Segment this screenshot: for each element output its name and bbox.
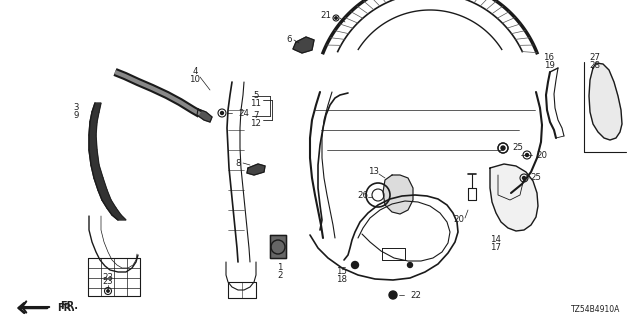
Text: 1: 1 bbox=[277, 263, 283, 273]
Text: 8: 8 bbox=[236, 158, 241, 167]
Text: 7: 7 bbox=[253, 111, 259, 121]
Text: 12: 12 bbox=[250, 119, 262, 129]
Polygon shape bbox=[247, 164, 265, 175]
Polygon shape bbox=[89, 150, 99, 165]
Text: 18: 18 bbox=[337, 276, 348, 284]
Polygon shape bbox=[98, 190, 111, 200]
Polygon shape bbox=[197, 109, 212, 122]
Text: 20: 20 bbox=[536, 150, 547, 159]
Circle shape bbox=[389, 291, 397, 299]
Text: FR.: FR. bbox=[57, 303, 75, 313]
Polygon shape bbox=[383, 175, 413, 214]
Polygon shape bbox=[89, 135, 97, 150]
Polygon shape bbox=[490, 164, 538, 231]
Text: 14: 14 bbox=[490, 236, 501, 244]
Text: 10: 10 bbox=[189, 76, 200, 84]
Circle shape bbox=[221, 111, 223, 115]
Circle shape bbox=[408, 262, 413, 268]
Circle shape bbox=[335, 17, 337, 19]
Circle shape bbox=[522, 177, 525, 180]
Text: 3: 3 bbox=[73, 103, 79, 113]
Text: FR.: FR. bbox=[60, 301, 78, 311]
Text: 2: 2 bbox=[277, 271, 283, 281]
Circle shape bbox=[107, 290, 109, 292]
Text: 28: 28 bbox=[589, 60, 600, 69]
Text: 22: 22 bbox=[410, 291, 421, 300]
Polygon shape bbox=[270, 235, 286, 258]
Polygon shape bbox=[107, 208, 121, 215]
Polygon shape bbox=[90, 112, 99, 122]
Text: 16: 16 bbox=[543, 52, 554, 61]
Text: 26: 26 bbox=[358, 190, 369, 199]
Text: 15: 15 bbox=[337, 268, 348, 276]
Text: 25: 25 bbox=[530, 173, 541, 182]
Polygon shape bbox=[91, 165, 103, 178]
Text: 27: 27 bbox=[589, 52, 600, 61]
Text: 11: 11 bbox=[250, 100, 262, 108]
Polygon shape bbox=[112, 215, 126, 220]
Text: 17: 17 bbox=[490, 244, 501, 252]
Text: 4: 4 bbox=[192, 68, 198, 76]
Circle shape bbox=[525, 154, 529, 156]
Polygon shape bbox=[293, 37, 314, 53]
Text: 13: 13 bbox=[369, 167, 380, 177]
Text: TZ54B4910A: TZ54B4910A bbox=[571, 305, 620, 314]
Text: 19: 19 bbox=[543, 60, 554, 69]
Polygon shape bbox=[92, 103, 101, 112]
Text: 21: 21 bbox=[321, 11, 332, 20]
Text: 5: 5 bbox=[253, 92, 259, 100]
Polygon shape bbox=[102, 200, 116, 208]
Text: 23: 23 bbox=[102, 273, 113, 282]
Text: 9: 9 bbox=[74, 111, 79, 121]
Polygon shape bbox=[94, 178, 107, 190]
Text: 20: 20 bbox=[453, 215, 464, 225]
Text: 25: 25 bbox=[512, 143, 523, 153]
Text: 6: 6 bbox=[286, 36, 292, 44]
Polygon shape bbox=[89, 122, 97, 135]
Circle shape bbox=[501, 146, 505, 150]
Text: 23: 23 bbox=[102, 277, 113, 286]
Text: 24: 24 bbox=[238, 108, 249, 117]
Circle shape bbox=[351, 261, 358, 268]
Polygon shape bbox=[589, 63, 622, 140]
